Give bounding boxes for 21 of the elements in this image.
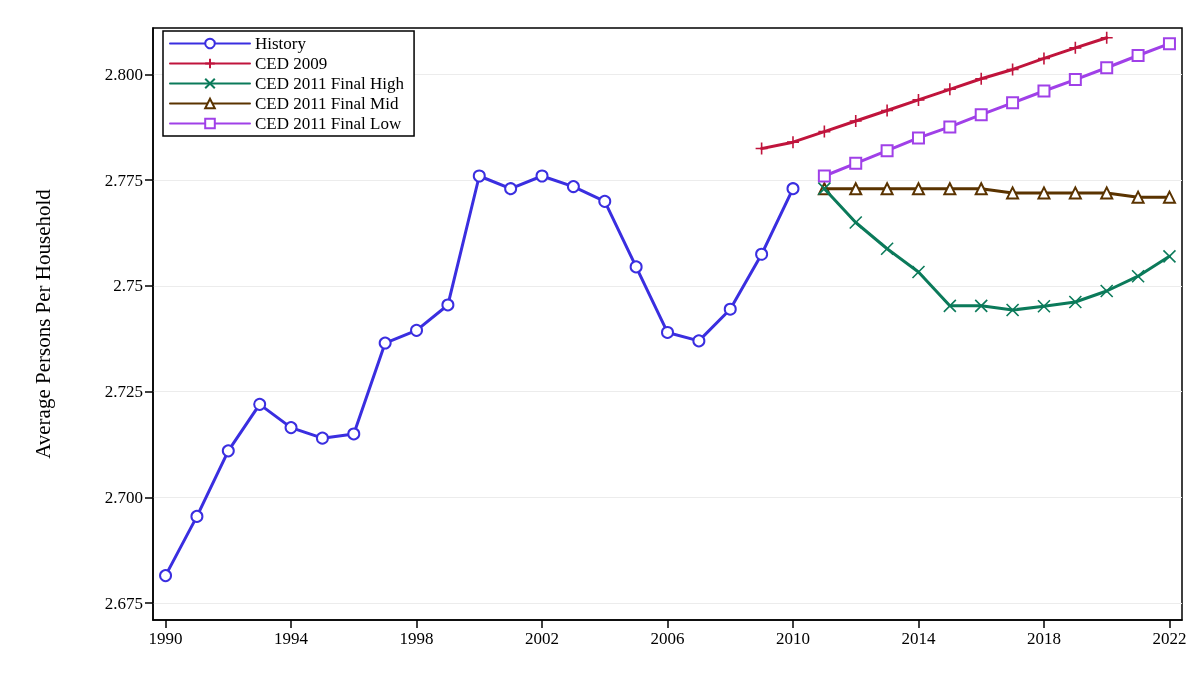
y-tick-label: 2.800 <box>104 65 143 85</box>
x-tick-label: 2018 <box>1026 629 1061 648</box>
legend-label: CED 2011 Final Low <box>255 114 402 133</box>
y-tick-label: 2.675 <box>104 593 143 613</box>
y-tick-label: 2.700 <box>104 487 143 507</box>
y-tick-label: 2.725 <box>104 382 143 402</box>
legend-label: CED 2011 Final High <box>255 74 405 93</box>
x-tick-label: 2022 <box>1152 629 1187 648</box>
x-tick-label: 1990 <box>148 629 183 648</box>
x-tick-label: 2002 <box>525 629 560 648</box>
y-axis-title: Average Persons Per Household <box>30 188 55 459</box>
x-tick-label: 1994 <box>274 629 309 648</box>
x-tick-label: 2010 <box>775 629 810 648</box>
y-tick-label: 2.75 <box>113 276 143 296</box>
x-tick-label: 1998 <box>399 629 434 648</box>
x-tick-label: 2014 <box>901 629 936 648</box>
legend-label: History <box>255 34 307 53</box>
legend-label: CED 2011 Final Mid <box>255 94 399 113</box>
legend-label: CED 2009 <box>255 54 328 73</box>
y-tick-label: 2.775 <box>104 170 143 190</box>
x-tick-label: 2006 <box>650 629 685 648</box>
